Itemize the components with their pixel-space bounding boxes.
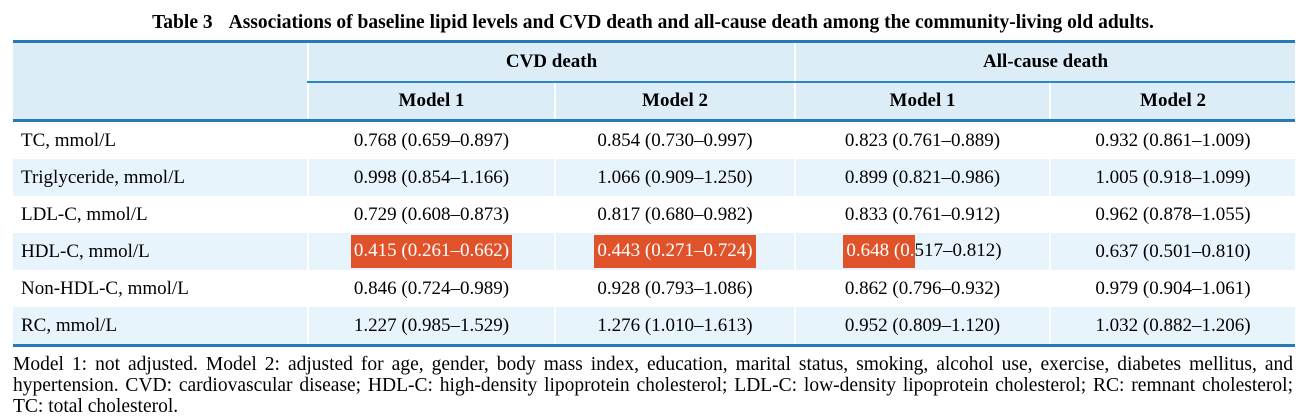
value-cell: 1.276 (1.010–1.613) [554,307,795,346]
table-row-hdl-c: HDL-C, mmol/L 0.415 (0.261–0.662) 0.443 … [13,233,1296,270]
value-cell: 0.729 (0.608–0.873) [307,196,555,233]
highlight-selection: 0.443 (0.271–0.724) [594,235,756,268]
value-cell: 1.066 (0.909–1.250) [554,159,795,196]
table-footnote: Model 1: not adjusted. Model 2: adjusted… [13,354,1293,417]
model-header-cvd-2: Model 2 [554,82,795,122]
row-label: LDL-C, mmol/L [13,196,308,233]
group-header-cvd-death: CVD death [307,41,795,83]
row-label: Non-HDL-C, mmol/L [13,270,308,307]
value-cell: 0.862 (0.796–0.932) [794,270,1050,307]
row-label: RC, mmol/L [13,307,308,346]
value-cell: 0.846 (0.724–0.989) [307,270,555,307]
table-row-non-hdl-c: Non-HDL-C, mmol/L 0.846 (0.724–0.989) 0.… [13,270,1296,307]
value-cell: 0.833 (0.761–0.912) [794,196,1050,233]
row-label: TC, mmol/L [13,120,308,159]
table-row-rc: RC, mmol/L 1.227 (0.985–1.529) 1.276 (1.… [13,307,1296,346]
row-label: HDL-C, mmol/L [13,233,308,270]
table-number: Table 3 [152,12,213,33]
value-cell: 0.768 (0.659–0.897) [307,120,555,159]
value-cell: 0.998 (0.854–1.166) [307,159,555,196]
model-header-ac-1: Model 1 [794,82,1050,122]
table-row-triglyceride: Triglyceride, mmol/L 0.998 (0.854–1.166)… [13,159,1296,196]
value-cell: 0.648 (0.517–0.812) [794,233,1050,270]
value-cell: 0.443 (0.271–0.724) [554,233,795,270]
value-cell: 0.817 (0.680–0.982) [554,196,795,233]
value-cell: 1.227 (0.985–1.529) [307,307,555,346]
empty-corner-cell [13,82,308,122]
value-cell: 1.005 (0.918–1.099) [1048,159,1296,196]
lipid-associations-table: CVD death All-cause death Model 1 Model … [13,40,1296,347]
table-row-ldl-c: LDL-C, mmol/L 0.729 (0.608–0.873) 0.817 … [13,196,1296,233]
highlight-selection-partial: 0.648 (0. [843,235,915,268]
value-cell: 0.637 (0.501–0.810) [1048,233,1296,270]
group-header-all-cause-death: All-cause death [793,41,1296,83]
table-caption: Table 3 Associations of baseline lipid le… [14,9,1292,40]
value-cell: 0.979 (0.904–1.061) [1048,270,1296,307]
value-cell: 0.415 (0.261–0.662) [307,233,555,270]
table-row-tc: TC, mmol/L 0.768 (0.659–0.897) 0.854 (0.… [13,120,1296,159]
value-cell: 0.928 (0.793–1.086) [554,270,795,307]
value-cell: 0.932 (0.861–1.009) [1048,120,1296,159]
group-header-row: CVD death All-cause death [13,41,1296,83]
value-unhighlighted-part: 517–0.812) [914,240,1002,261]
model-header-ac-2: Model 2 [1048,82,1296,122]
row-label: Triglyceride, mmol/L [13,159,308,196]
model-header-row: Model 1 Model 2 Model 1 Model 2 [13,82,1296,122]
model-header-cvd-1: Model 1 [307,82,555,122]
paper-table-page: { "title": { "label": "Table 3", "text":… [0,9,1306,417]
value-cell: 1.032 (0.882–1.206) [1048,307,1296,346]
value-cell: 0.899 (0.821–0.986) [794,159,1050,196]
value-cell: 0.952 (0.809–1.120) [794,307,1050,346]
value-cell: 0.854 (0.730–0.997) [554,120,795,159]
value-cell: 0.823 (0.761–0.889) [794,120,1050,159]
table-title-text: Associations of baseline lipid levels an… [228,12,1154,33]
empty-corner-cell [13,41,308,82]
highlight-selection: 0.415 (0.261–0.662) [350,235,513,268]
value-cell: 0.962 (0.878–1.055) [1048,196,1296,233]
